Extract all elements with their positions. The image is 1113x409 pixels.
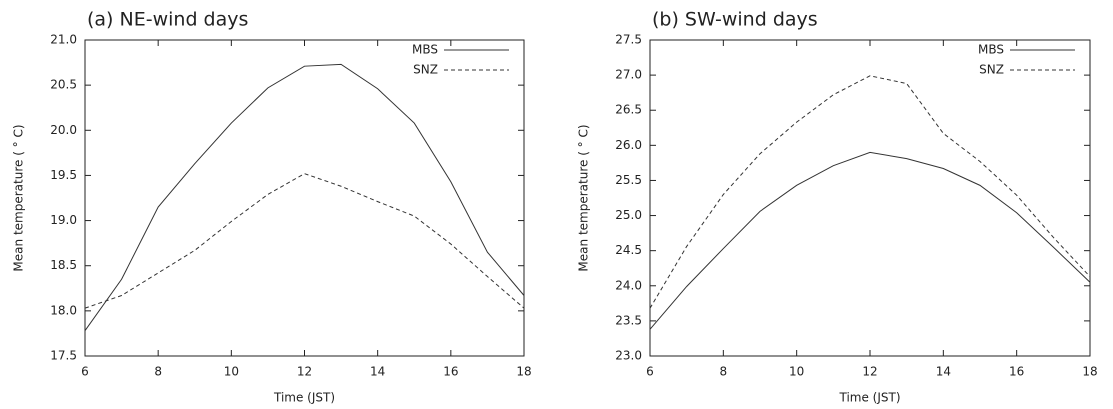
x-tick-label: 10 (789, 365, 804, 379)
y-tick-label: 27.5 (615, 33, 642, 47)
y-tick-label: 20.5 (50, 78, 77, 92)
y-tick-label: 25.5 (615, 173, 642, 187)
y-tick-label: 20.0 (50, 123, 77, 137)
plot-frame (649, 39, 1091, 357)
x-tick-label: 12 (297, 365, 312, 379)
x-tick-label: 10 (224, 365, 239, 379)
x-tick-label: 16 (1009, 365, 1024, 379)
y-tick-label: 23.0 (615, 349, 642, 363)
legend-label: MBS (978, 43, 1004, 57)
x-tick-label: 6 (81, 365, 89, 379)
y-tick-label: 25.0 (615, 208, 642, 222)
legend-label: SNZ (413, 63, 438, 77)
y-tick-label: 18.5 (50, 258, 77, 272)
chart-title: (a) NE-wind days (87, 9, 248, 31)
y-tick-label: 26.0 (615, 138, 642, 152)
y-tick-label: 26.5 (615, 103, 642, 117)
x-tick-label: 8 (720, 365, 728, 379)
y-tick-label: 21.0 (50, 33, 77, 47)
y-tick-label: 24.5 (615, 243, 642, 257)
series-line (84, 173, 525, 309)
series-line (649, 75, 1091, 309)
x-tick-label: 8 (154, 365, 162, 379)
y-axis-label: Mean temperature ( ° C) (577, 124, 591, 271)
y-tick-label: 17.5 (50, 349, 77, 363)
x-tick-label: 16 (443, 365, 458, 379)
x-tick-label: 12 (862, 365, 877, 379)
legend-label: SNZ (979, 63, 1004, 77)
x-tick-label: 18 (516, 365, 531, 379)
series-line (84, 63, 525, 332)
plot-frame (84, 39, 525, 357)
y-tick-label: 18.0 (50, 303, 77, 317)
x-tick-label: 18 (1082, 365, 1097, 379)
y-tick-label: 19.0 (50, 213, 77, 227)
y-axis-label: Mean temperature ( ° C) (12, 124, 26, 271)
y-tick-label: 19.5 (50, 168, 77, 182)
chart-title: (b) SW-wind days (652, 9, 818, 31)
y-tick-label: 23.5 (615, 313, 642, 327)
x-axis-label: Time (JST) (838, 391, 900, 405)
y-tick-label: 24.0 (615, 278, 642, 292)
y-tick-label: 27.0 (615, 68, 642, 82)
x-tick-label: 6 (646, 365, 654, 379)
x-tick-label: 14 (370, 365, 385, 379)
legend-label: MBS (412, 43, 438, 57)
x-tick-label: 14 (936, 365, 951, 379)
series-line (649, 151, 1091, 330)
x-axis-label: Time (JST) (273, 391, 335, 405)
